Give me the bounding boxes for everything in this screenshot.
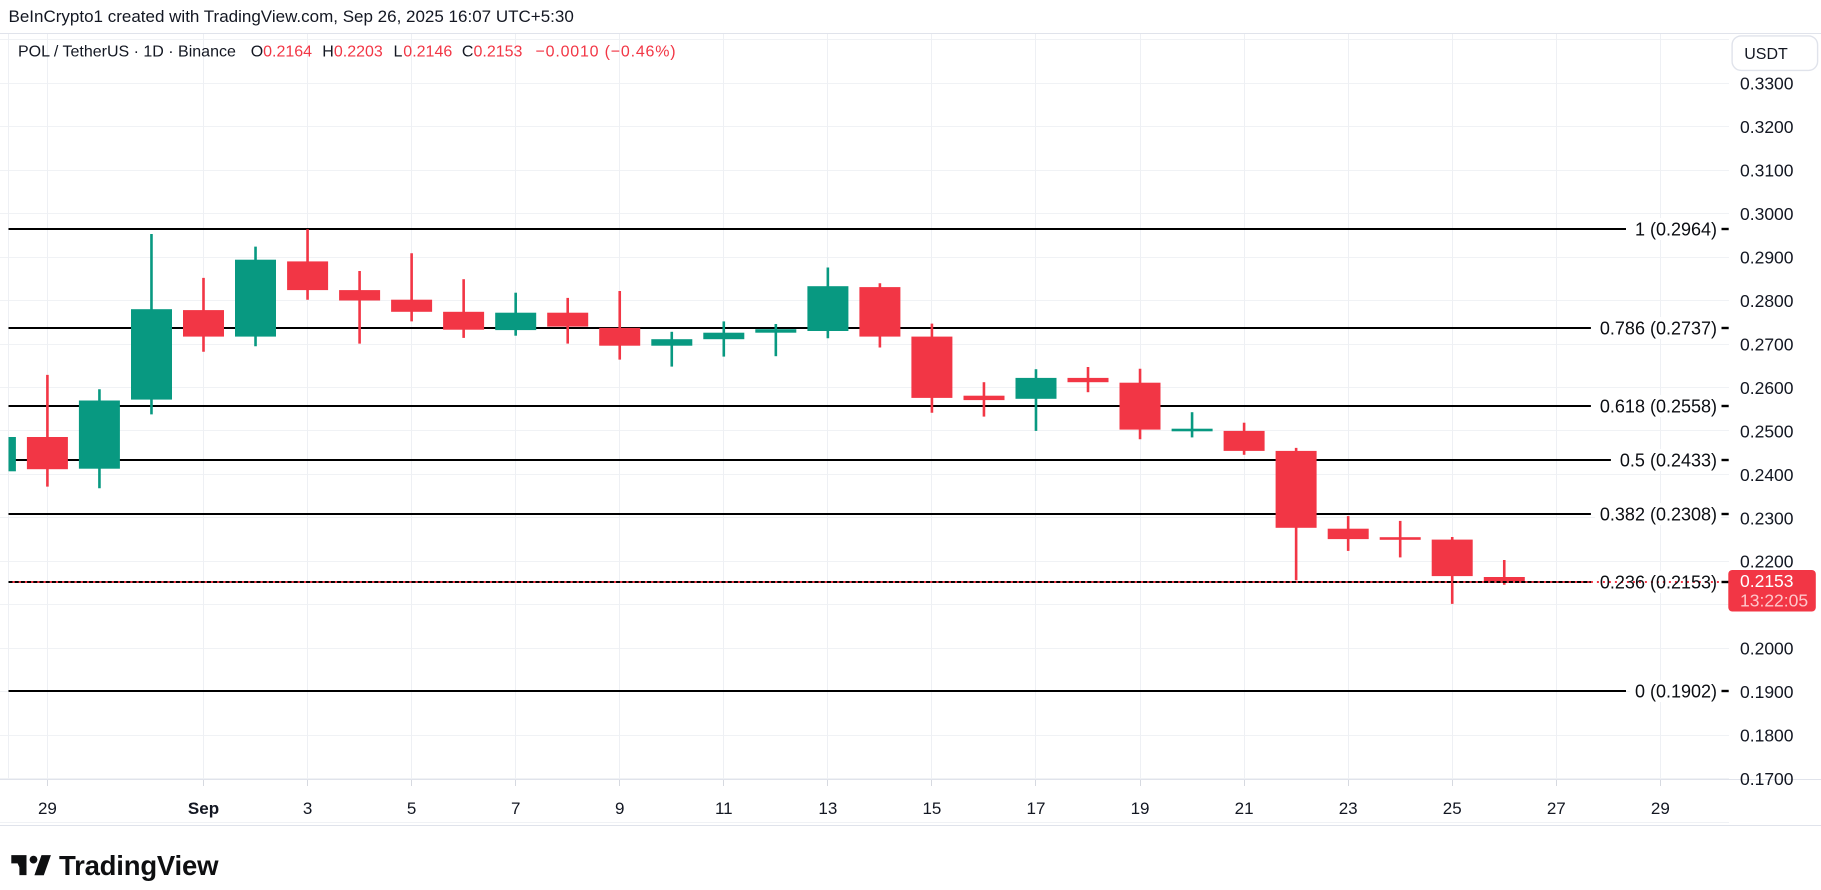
svg-text:7: 7 [511,799,520,818]
svg-text:5: 5 [407,799,416,818]
svg-text:L: L [394,44,403,61]
svg-text:−0.0010 (−0.46%): −0.0010 (−0.46%) [536,44,677,61]
svg-text:29: 29 [1651,799,1670,818]
svg-text:BeInCrypto1 created with Tradi: BeInCrypto1 created with TradingView.com… [9,7,574,26]
svg-text:0.3300: 0.3300 [1740,74,1794,94]
svg-text:0.2146: 0.2146 [403,44,452,61]
svg-text:0.3100: 0.3100 [1740,161,1794,181]
svg-text:0.2900: 0.2900 [1740,248,1794,268]
svg-text:USDT: USDT [1744,46,1788,63]
svg-text:25: 25 [1443,799,1462,818]
svg-text:15: 15 [922,799,941,818]
svg-text:C: C [462,44,474,61]
svg-text:0.2153: 0.2153 [474,44,523,61]
svg-text:0 (0.1902): 0 (0.1902) [1635,681,1717,701]
svg-text:TradingView: TradingView [59,850,219,881]
svg-text:0.2000: 0.2000 [1740,639,1794,659]
svg-text:0.3200: 0.3200 [1740,117,1794,137]
svg-text:0.2600: 0.2600 [1740,378,1794,398]
svg-text:0.382 (0.2308): 0.382 (0.2308) [1600,504,1717,524]
svg-text:27: 27 [1547,799,1566,818]
svg-text:0.2153: 0.2153 [1740,571,1794,591]
svg-text:11: 11 [715,799,733,818]
svg-text:0.2400: 0.2400 [1740,465,1794,485]
svg-text:23: 23 [1339,799,1358,818]
svg-text:0.2500: 0.2500 [1740,421,1794,441]
svg-text:29: 29 [38,799,57,818]
svg-text:Sep: Sep [188,799,219,818]
svg-text:9: 9 [615,799,624,818]
svg-text:0.1700: 0.1700 [1740,769,1794,789]
svg-text:0.2800: 0.2800 [1740,291,1794,311]
svg-text:0.2700: 0.2700 [1740,334,1794,354]
svg-text:13:22:05: 13:22:05 [1740,590,1808,610]
svg-text:0.2203: 0.2203 [334,44,383,61]
svg-text:0.2164: 0.2164 [263,44,312,61]
svg-text:O: O [251,44,263,61]
svg-text:POL / TetherUS · 1D · Binance: POL / TetherUS · 1D · Binance [18,44,236,61]
svg-text:21: 21 [1235,799,1254,818]
svg-text:0.1800: 0.1800 [1740,726,1794,746]
svg-text:0.2200: 0.2200 [1740,552,1794,572]
svg-text:1 (0.2964): 1 (0.2964) [1635,219,1717,239]
svg-text:0.3000: 0.3000 [1740,204,1794,224]
svg-text:H: H [322,44,334,61]
svg-text:19: 19 [1131,799,1150,818]
svg-text:13: 13 [818,799,837,818]
svg-text:0.1900: 0.1900 [1740,682,1794,702]
svg-text:0.5 (0.2433): 0.5 (0.2433) [1620,450,1717,470]
svg-text:0.2300: 0.2300 [1740,508,1794,528]
svg-text:17: 17 [1027,799,1046,818]
svg-text:0.786 (0.2737): 0.786 (0.2737) [1600,318,1717,338]
svg-text:3: 3 [303,799,312,818]
svg-text:0.236 (0.2153): 0.236 (0.2153) [1600,572,1717,592]
svg-text:0.618 (0.2558): 0.618 (0.2558) [1600,396,1717,416]
